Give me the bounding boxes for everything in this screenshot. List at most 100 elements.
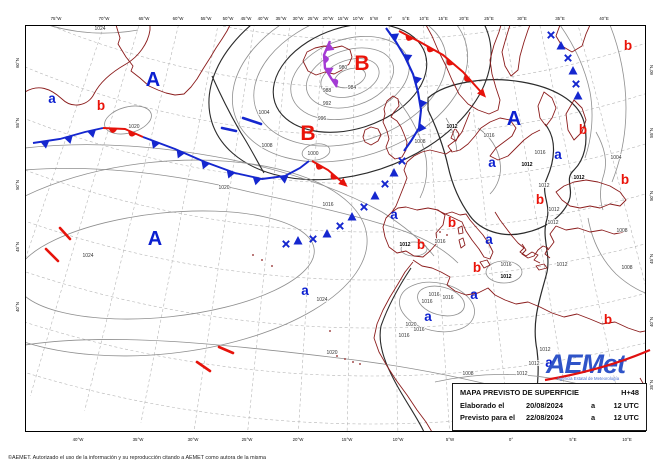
norway-cold-cold-triangle bbox=[418, 123, 427, 132]
isobar-value-label: 1012 bbox=[556, 262, 567, 268]
longitude-label-top: 20°W bbox=[323, 16, 335, 21]
legend-valid-label: Previsto para el bbox=[460, 413, 516, 422]
weakening-chain-northeast-cross-symbol bbox=[572, 80, 580, 88]
longitude-label-bottom: 10°E bbox=[622, 437, 632, 442]
weakening-chain-northeast-cross-symbol bbox=[564, 54, 572, 62]
isobar-value-label: 1012 bbox=[446, 124, 457, 130]
meridian-line bbox=[193, 25, 255, 432]
longitude-label-top: 50°W bbox=[223, 16, 235, 21]
isobar-value-label: 992 bbox=[323, 101, 332, 107]
isobar-value-label: 1016 bbox=[322, 202, 333, 208]
longitude-label-top: 5°E bbox=[402, 16, 409, 21]
northeast-warm-warm-semicircle bbox=[426, 45, 435, 53]
isobar-value-label: 1012 bbox=[548, 207, 559, 213]
isobar-value-label: 1016 bbox=[428, 292, 439, 298]
isobar-value-label: 1008 bbox=[621, 265, 632, 271]
legend-valid-row: Previsto para el 22/08/2024 a 12 UTC bbox=[460, 412, 639, 425]
meridian-line bbox=[140, 25, 219, 423]
minor-high-center: a bbox=[424, 309, 432, 324]
isobar-value-label: 1008 bbox=[261, 143, 272, 149]
isobar-value-label: 1016 bbox=[434, 239, 445, 245]
frontolysis-red-3-front-dash bbox=[217, 345, 235, 355]
longitude-label-top: 45°W bbox=[241, 16, 253, 21]
atlantic-warm-mid-warm-semicircle bbox=[128, 130, 137, 137]
atlantic-warm-mid-warm-semicircle bbox=[108, 128, 118, 133]
weakening-chain-mid-cross-symbol bbox=[282, 240, 290, 248]
minor-high-center: a bbox=[48, 91, 56, 106]
atlantic-cold-east-cold-triangle bbox=[279, 175, 289, 184]
weakening-chain-mid-cross-symbol bbox=[360, 203, 368, 211]
minor-low-center: b bbox=[473, 260, 481, 275]
low-pressure-center: B bbox=[354, 52, 369, 75]
isobar-value-label: 1004 bbox=[610, 155, 621, 161]
longitude-label-top: 15°E bbox=[438, 16, 448, 21]
northeast-warm-warm-semicircle bbox=[446, 58, 454, 66]
isobar-value-label: 1008 bbox=[414, 139, 425, 145]
isobar-value-label: 988 bbox=[323, 88, 332, 94]
low-pressure-center: B bbox=[300, 122, 315, 145]
latitude-label-right: 40°N bbox=[649, 317, 654, 327]
minor-low-center: b bbox=[97, 98, 105, 113]
frontolysis-blue-1-front-dash bbox=[220, 126, 238, 133]
legend-title-row: MAPA PREVISTO DE SUPERFICIE H+48 bbox=[460, 387, 639, 400]
biscay-warm-arrowhead bbox=[338, 177, 348, 187]
longitude-label-bottom: 5°W bbox=[446, 437, 455, 442]
latitude-label-right: 45°N bbox=[649, 254, 654, 264]
norway-cold-cold-triangle bbox=[413, 75, 422, 85]
iceland-occluded-cold-triangle bbox=[325, 42, 335, 52]
iceland-occluded-front-line bbox=[322, 40, 338, 88]
atlantic-cold-east-cold-triangle bbox=[252, 176, 262, 186]
high-pressure-center: A bbox=[507, 108, 521, 130]
isobar-value-label: 1016 bbox=[421, 299, 432, 305]
parallel-line bbox=[25, 271, 646, 328]
minor-low-center: b bbox=[536, 192, 544, 207]
minor-low-center: b bbox=[579, 122, 587, 137]
high-pressure-center: A bbox=[148, 228, 162, 250]
biscay-warm-warm-semicircle bbox=[330, 172, 338, 180]
longitude-label-top: 60°W bbox=[173, 16, 185, 21]
isobar-value-label: 1024 bbox=[82, 253, 93, 259]
pressure-labels: 1024980984988992996100010041008102010201… bbox=[82, 26, 634, 378]
logo-swoosh-icon bbox=[544, 348, 651, 382]
weakening-chain-northeast-triangle-symbol bbox=[556, 41, 566, 50]
atlantic-cold-west-cold-triangle bbox=[64, 135, 73, 144]
isobars bbox=[25, 25, 646, 432]
weakening-chain-mid-cross-symbol bbox=[398, 157, 406, 165]
longitude-label-top: 25°W bbox=[308, 16, 320, 21]
latitude-label-left: 45°N bbox=[15, 242, 20, 252]
weakening-chain-mid-triangle-symbol bbox=[347, 212, 357, 221]
copyright-text: ©AEMET. Autorizado el uso de la informac… bbox=[8, 454, 266, 461]
isobar-value-label: 1012 bbox=[573, 175, 584, 181]
isobar-value-label: 980 bbox=[339, 65, 348, 71]
norway-cold-cold-triangle bbox=[390, 33, 400, 42]
northeast-warm-warm-semicircle bbox=[464, 74, 472, 82]
aemet-logo: AEMet Agencia Estatal de Meteorología bbox=[544, 348, 651, 382]
iceland-occluded-cold-triangle bbox=[324, 67, 334, 76]
weakening-chain-northeast-cross-symbol bbox=[547, 31, 555, 39]
frontolysis-red-1-front-dash bbox=[58, 226, 72, 241]
meridian-line bbox=[539, 25, 624, 419]
norway-cold-front-line bbox=[385, 27, 423, 152]
longitude-label-top: 75°W bbox=[51, 16, 63, 21]
axis-labels: 75°W 70°W 65°W 60°W 55°W 50°W 45°W 40°W 35°W 30°W… bbox=[15, 16, 654, 442]
isobar-value-label: 1016 bbox=[413, 327, 424, 333]
atlantic-cold-east-cold-triangle bbox=[151, 140, 160, 149]
parallel-line bbox=[25, 118, 646, 185]
norway-cold-cold-triangle bbox=[419, 99, 428, 109]
longitude-label-bottom: 15°W bbox=[342, 437, 354, 442]
isobar-value-label: 1016 bbox=[442, 295, 453, 301]
isobar-value-label: 1008 bbox=[462, 371, 473, 377]
isobar-value-label: 1012 bbox=[528, 361, 539, 367]
meridian-line bbox=[423, 25, 450, 432]
longitude-label-bottom: 35°W bbox=[133, 437, 145, 442]
isobar-value-label: 1012 bbox=[500, 274, 511, 280]
parallel-line bbox=[219, 25, 525, 41]
minor-low-center: b bbox=[448, 215, 456, 230]
meridian-line bbox=[25, 25, 105, 260]
meridian-line bbox=[298, 25, 324, 432]
latitude-label-right: 55°N bbox=[649, 128, 654, 138]
latitude-label-left: 60°N bbox=[15, 58, 20, 68]
minor-high-center: a bbox=[554, 147, 562, 162]
